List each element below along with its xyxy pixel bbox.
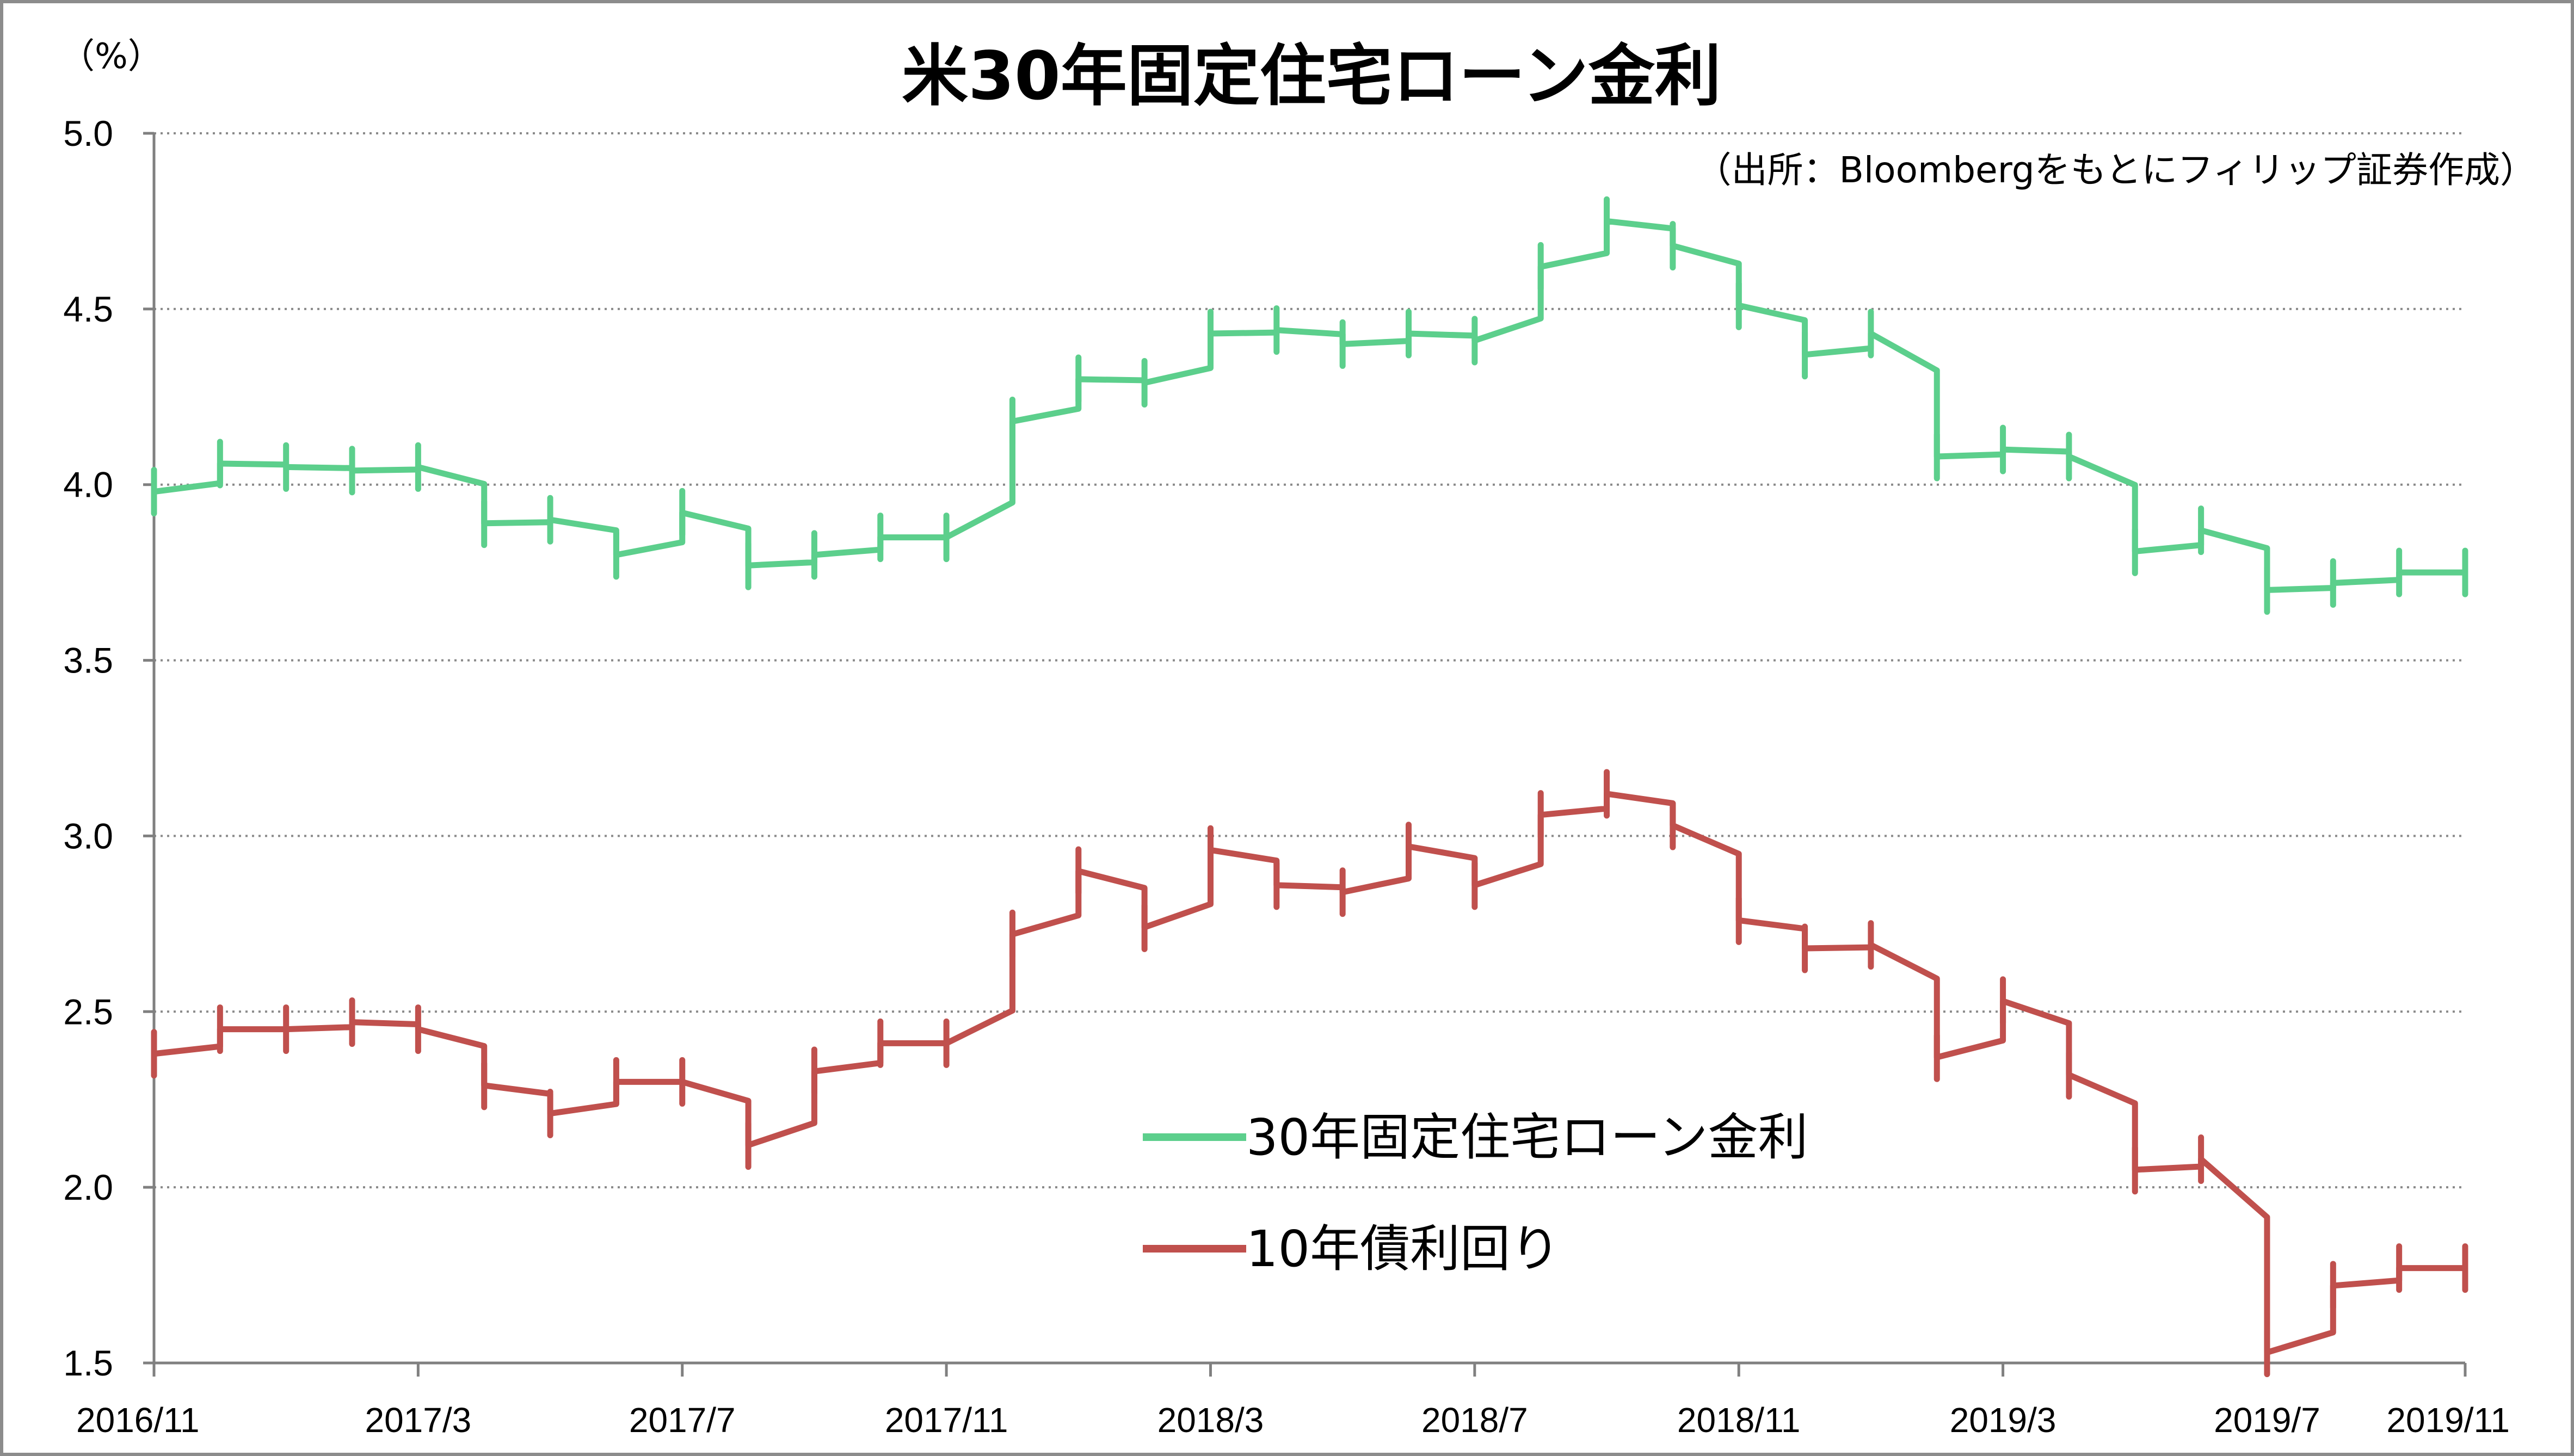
y-tick-label: 3.5 (63, 640, 113, 681)
x-tick-label: 2017/3 (365, 1401, 471, 1440)
source-note: （出所：Bloombergをもとにフィリップ証券作成） (1696, 149, 2536, 191)
x-tick-label: 2019/11 (2386, 1401, 2510, 1440)
legend: 30年固定住宅ローン金利 10年債利回り (1143, 1108, 1808, 1278)
series-layer (151, 196, 2468, 1378)
x-tick-label: 2017/11 (885, 1401, 1008, 1440)
y-tick-label: 2.0 (63, 1167, 113, 1207)
series-treasury-10y (151, 769, 2468, 1378)
series-line (153, 218, 2465, 593)
axes (143, 132, 2467, 1377)
y-tick-label: 1.5 (63, 1343, 113, 1383)
x-tick-labels: 2016/11 2017/3 2017/7 2017/11 2018/3 2018/7 20… (76, 1401, 2510, 1440)
legend-label: 10年債利回り (1246, 1220, 1560, 1278)
y-tick-label: 2.5 (63, 991, 113, 1032)
y-tick-label: 5.0 (63, 113, 113, 153)
x-tick-label: 2019/3 (1950, 1401, 2056, 1440)
x-tick-label: 2018/7 (1421, 1401, 1528, 1440)
y-tick-label: 4.5 (63, 289, 113, 329)
x-tick-label: 2019/7 (2214, 1401, 2320, 1440)
x-tick-label: 2016/11 (76, 1401, 200, 1440)
grid-lines (154, 132, 2465, 1189)
y-tick-label: 3.0 (63, 816, 113, 856)
y-tick-label: 4.0 (63, 465, 113, 505)
y-unit-label: （%） (60, 36, 163, 77)
legend-label: 30年固定住宅ローン金利 (1246, 1108, 1808, 1167)
chart-title: 米30年固定住宅ローン金利 (902, 38, 1721, 115)
series-mortgage-rate (151, 196, 2468, 615)
x-tick-label: 2017/7 (629, 1401, 736, 1440)
x-tick-label: 2018/11 (1677, 1401, 1801, 1440)
y-tick-labels: 5.0 4.5 4.0 3.5 3.0 2.5 2.0 1.5 (63, 113, 113, 1383)
x-tick-label: 2018/3 (1157, 1401, 1264, 1440)
